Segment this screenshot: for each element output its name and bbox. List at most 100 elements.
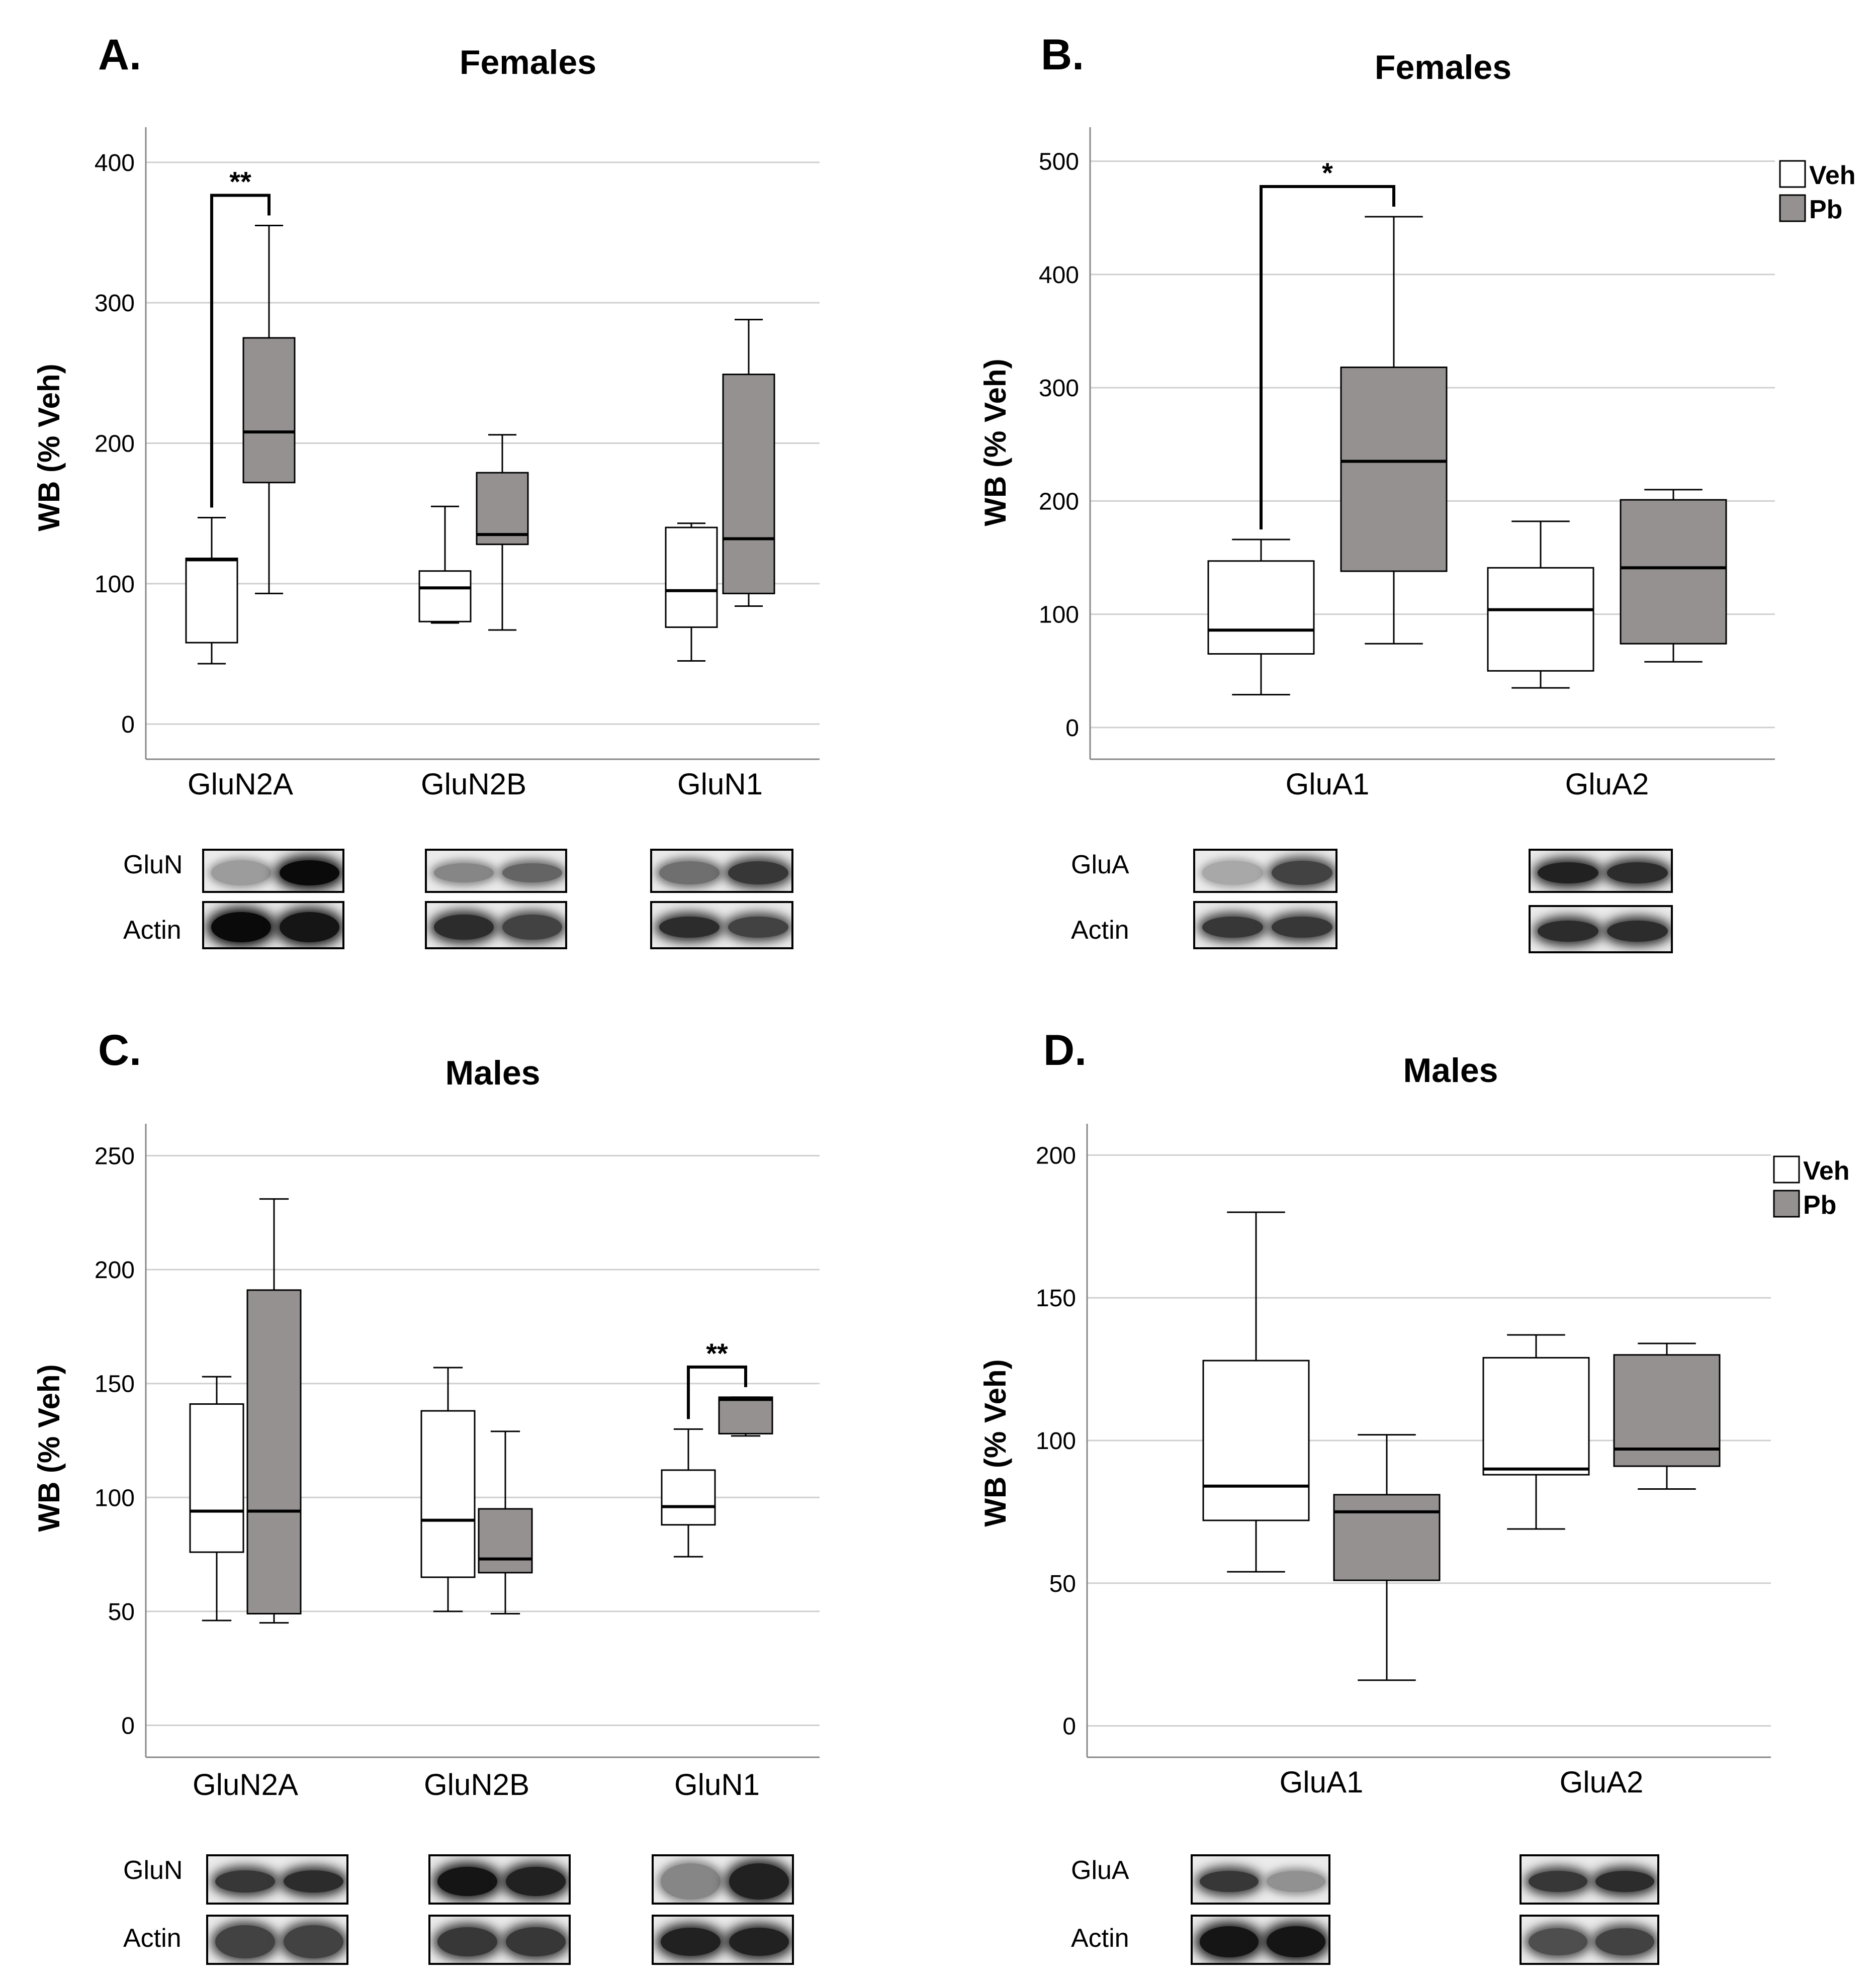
box-veh: [189, 1403, 244, 1553]
x-category-label: GluA1: [1286, 767, 1370, 801]
x-category-label: GluN1: [674, 1768, 760, 1801]
blot-band: [1595, 1928, 1655, 1955]
legend-swatch: [1779, 160, 1806, 188]
panel-d-blot-label-actin: Actin: [1071, 1924, 1129, 1953]
blot-band: [279, 860, 339, 885]
blot-band: [659, 917, 720, 938]
x-category-label: GluN2B: [421, 767, 526, 801]
y-axis-label: WB (% Veh): [32, 1364, 66, 1531]
western-blot-image: [1193, 901, 1337, 949]
western-blot-image: [1529, 849, 1673, 893]
western-blot-image: [425, 901, 567, 949]
western-blot-image: [206, 1915, 348, 1965]
significance-bracket: [687, 1365, 747, 1419]
panel-d-title: Males: [1403, 1051, 1498, 1090]
y-tick-label: 200: [1036, 1142, 1076, 1169]
x-category-label: GluN2A: [193, 1768, 298, 1801]
western-blot-image: [428, 1854, 571, 1905]
blot-band: [1202, 917, 1263, 938]
western-blot-image: [1193, 849, 1337, 893]
box-veh: [1482, 1357, 1590, 1476]
y-tick-label: 400: [1039, 262, 1079, 289]
panel-c-blot-label-actin: Actin: [123, 1924, 182, 1953]
blot-band: [283, 1870, 343, 1893]
y-tick-label: 200: [1039, 488, 1079, 515]
blot-band: [728, 861, 788, 884]
blot-band: [661, 1863, 721, 1900]
box-veh: [1487, 567, 1594, 672]
blot-band: [283, 1925, 343, 1958]
y-tick-label: 150: [95, 1371, 135, 1398]
box-veh: [1202, 1360, 1310, 1521]
blot-band: [1272, 861, 1332, 885]
box-pb: [478, 1508, 533, 1574]
legend-label: Veh: [1809, 161, 1856, 190]
significance-bracket: [210, 194, 271, 508]
x-category-label: GluN1: [677, 767, 763, 801]
blot-band: [729, 1928, 789, 1956]
blot-band: [1199, 1926, 1259, 1957]
western-blot-image: [652, 1854, 794, 1905]
significance-stars: **: [229, 166, 251, 198]
blot-band: [1267, 1871, 1326, 1892]
box-pb: [718, 1396, 773, 1434]
y-tick-label: 0: [121, 1713, 135, 1740]
box-veh: [185, 558, 238, 644]
y-axis-label: WB (% Veh): [978, 1359, 1012, 1526]
western-blot-image: [652, 1915, 794, 1965]
panel-a-boxplot: 0 100 200 300 400 WB (% Veh) GluN2A GluN2B GluN1…: [32, 127, 820, 801]
blot-band: [434, 863, 494, 882]
blot-band: [437, 1867, 497, 1896]
western-blot-image: [650, 849, 793, 893]
panel-c-letter: C.: [98, 1026, 141, 1074]
blot-band: [728, 917, 788, 938]
y-tick-label: 100: [1039, 602, 1079, 628]
blot-band: [437, 1927, 497, 1956]
y-axis-label: WB (% Veh): [32, 364, 66, 531]
blot-band: [1267, 1926, 1326, 1957]
panel-d-letter: D.: [1043, 1026, 1087, 1074]
y-tick-label: 300: [1039, 375, 1079, 402]
blot-band: [1528, 1871, 1587, 1892]
western-blot-image: [202, 901, 344, 949]
legend-swatch: [1773, 1155, 1800, 1184]
x-category-label: GluN2B: [424, 1768, 529, 1801]
panel-c-title: Males: [445, 1054, 541, 1092]
blot-band: [661, 1928, 721, 1956]
legend-label: Pb: [1809, 195, 1842, 224]
blot-band: [211, 860, 271, 885]
western-blot-image: [1191, 1915, 1330, 1965]
panel-d-blot-label-target: GluA: [1071, 1856, 1129, 1885]
western-blot-image: [1520, 1854, 1659, 1905]
blot-band: [1538, 921, 1598, 942]
blot-band: [505, 1927, 566, 1956]
blot-band: [502, 863, 562, 882]
y-tick-label: 0: [1062, 1714, 1076, 1740]
significance-bracket: [1260, 185, 1395, 529]
panel-c-boxplot: 0 50 100 150 200 250 WB (% Veh) GluN2A GluN2B Glu…: [32, 1124, 820, 1801]
box-pb: [1340, 367, 1448, 572]
blot-band: [1199, 1871, 1259, 1892]
blot-band: [1528, 1928, 1587, 1955]
western-blot-image: [1529, 905, 1673, 953]
western-blot-image: [206, 1854, 348, 1905]
y-tick-label: 250: [95, 1143, 135, 1169]
significance-stars: *: [1322, 157, 1333, 189]
panel-c-blot-label-target: GluN: [123, 1856, 183, 1885]
y-axis-label: WB (% Veh): [978, 358, 1012, 526]
y-tick-label: 400: [95, 150, 135, 176]
panel-a-title: Females: [459, 43, 597, 81]
blot-band: [215, 1870, 275, 1893]
legend-swatch: [1779, 194, 1806, 222]
y-tick-label: 0: [121, 711, 135, 738]
blot-band: [1538, 862, 1598, 883]
y-tick-label: 100: [95, 1485, 135, 1511]
y-tick-label: 100: [1036, 1428, 1076, 1455]
panel-b-blot-label-actin: Actin: [1071, 916, 1129, 945]
blot-band: [1202, 861, 1263, 885]
y-tick-label: 500: [1039, 149, 1079, 175]
blot-band: [211, 912, 271, 942]
blot-band: [1595, 1871, 1655, 1892]
box-pb: [722, 374, 775, 594]
panel-a-blot-label-target: GluN: [123, 850, 183, 879]
